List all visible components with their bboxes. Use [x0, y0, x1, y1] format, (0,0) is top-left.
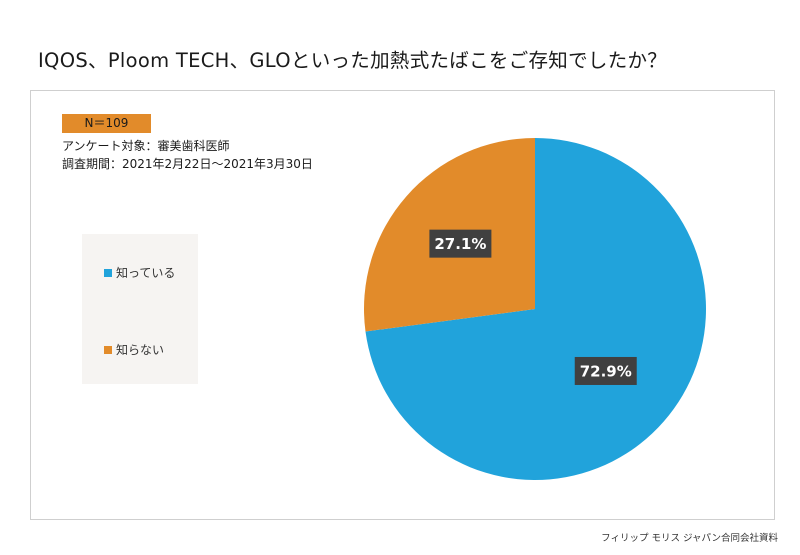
data-label-text-unknown: 27.1% — [434, 235, 486, 253]
data-label-box-known — [574, 356, 637, 385]
legend-swatch-known — [104, 268, 112, 277]
data-label-unknown: 27.1% — [429, 229, 492, 258]
data-label-box-unknown — [429, 229, 492, 258]
survey-period-text: 調査期間：2021年2月22日～2021年3月30日 — [62, 157, 313, 171]
data-label-known: 72.9% — [574, 356, 637, 385]
survey-target-text: アンケート対象：審美歯科医師 — [62, 139, 230, 153]
legend-swatch-unknown — [104, 345, 112, 354]
legend-label-known: 知っている — [116, 266, 176, 280]
sample-size-badge: N＝109 — [62, 114, 151, 133]
legend-item-unknown: 知らない — [104, 341, 164, 358]
chart-frame — [30, 90, 775, 520]
pie-slice-known — [365, 138, 706, 480]
data-label-text-known: 72.9% — [580, 362, 632, 380]
source-footer: フィリップ モリス ジャパン合同会社資料 — [601, 533, 778, 544]
legend-label-unknown: 知らない — [116, 343, 165, 357]
chart-legend: 知っている 知らない — [82, 234, 198, 384]
legend-item-known: 知っている — [104, 264, 175, 281]
chart-title: IQOS、Ploom TECH、GLOといった加熱式たばこをご存知でしたか？ — [38, 49, 668, 72]
